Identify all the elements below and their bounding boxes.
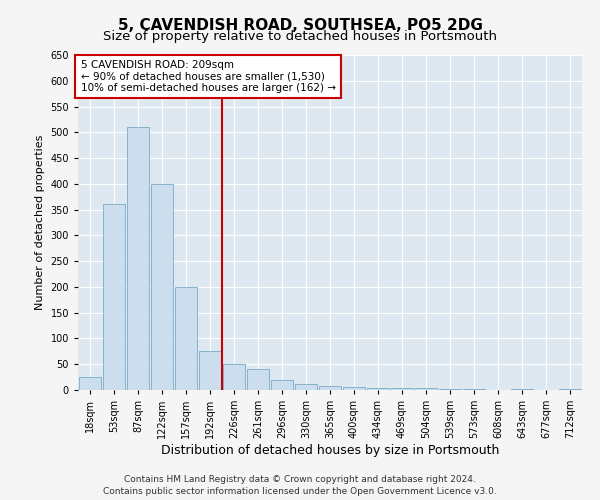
Text: 5 CAVENDISH ROAD: 209sqm
← 90% of detached houses are smaller (1,530)
10% of sem: 5 CAVENDISH ROAD: 209sqm ← 90% of detach…	[80, 60, 335, 93]
Bar	[175, 287, 197, 390]
Text: Contains HM Land Registry data © Crown copyright and database right 2024.
Contai: Contains HM Land Registry data © Crown c…	[103, 474, 497, 496]
Bar	[415, 388, 437, 390]
Bar	[151, 184, 173, 390]
Bar	[79, 377, 101, 390]
Bar	[247, 370, 269, 390]
Bar	[391, 388, 413, 390]
Bar	[295, 384, 317, 390]
Y-axis label: Number of detached properties: Number of detached properties	[35, 135, 45, 310]
Bar	[367, 388, 389, 390]
X-axis label: Distribution of detached houses by size in Portsmouth: Distribution of detached houses by size …	[161, 444, 499, 457]
Bar	[343, 388, 365, 390]
Bar	[511, 389, 533, 390]
Bar	[319, 386, 341, 390]
Text: 5, CAVENDISH ROAD, SOUTHSEA, PO5 2DG: 5, CAVENDISH ROAD, SOUTHSEA, PO5 2DG	[118, 18, 482, 32]
Bar	[223, 364, 245, 390]
Bar	[271, 380, 293, 390]
Bar	[199, 352, 221, 390]
Bar	[127, 127, 149, 390]
Text: Size of property relative to detached houses in Portsmouth: Size of property relative to detached ho…	[103, 30, 497, 43]
Bar	[463, 389, 485, 390]
Bar	[103, 204, 125, 390]
Bar	[559, 389, 581, 390]
